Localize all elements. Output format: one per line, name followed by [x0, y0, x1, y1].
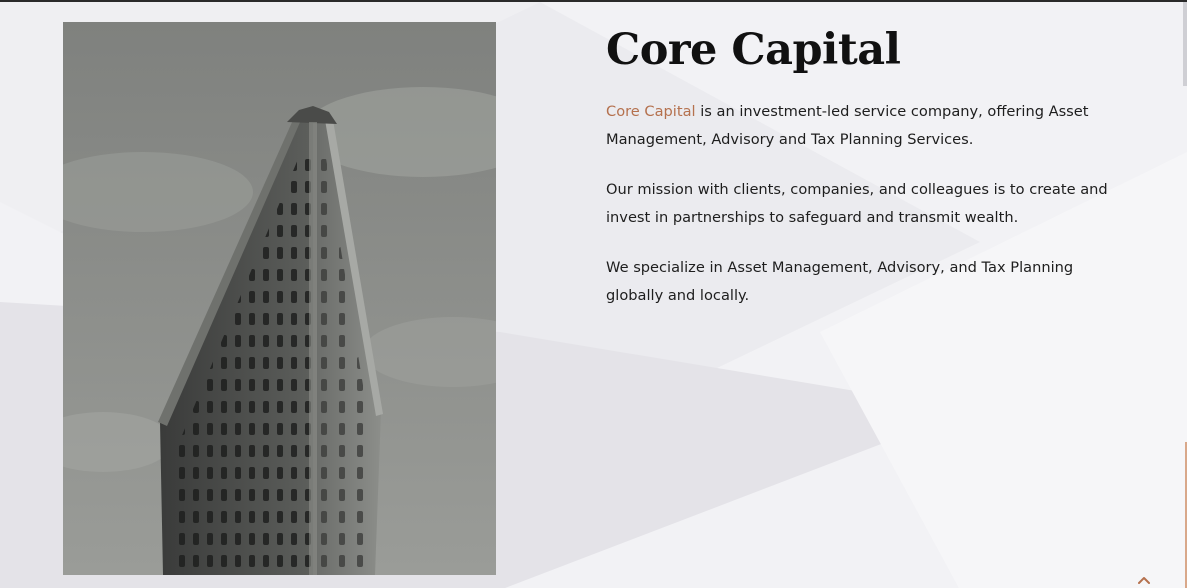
specialty-paragraph: We specialize in Asset Management, Advis…	[606, 259, 1074, 304]
intro-text: is an investment-led service company, of…	[606, 103, 1089, 148]
flatiron-building-illustration	[63, 22, 496, 575]
brand-link[interactable]: Core Capital	[606, 103, 696, 120]
accent-edge-line	[1185, 442, 1187, 588]
back-to-top-button[interactable]	[1134, 572, 1154, 588]
hero-content: Core Capital Core Capital is an investme…	[606, 22, 1126, 310]
intro-paragraph: Core Capital is an investment-led servic…	[606, 98, 1126, 154]
chevron-up-icon	[1138, 577, 1150, 584]
mission-paragraph: Our mission with clients, companies, and…	[606, 181, 1108, 226]
scrollbar-thumb[interactable]	[1183, 2, 1187, 86]
page-title: Core Capital	[606, 25, 901, 75]
hero-image	[63, 22, 496, 575]
